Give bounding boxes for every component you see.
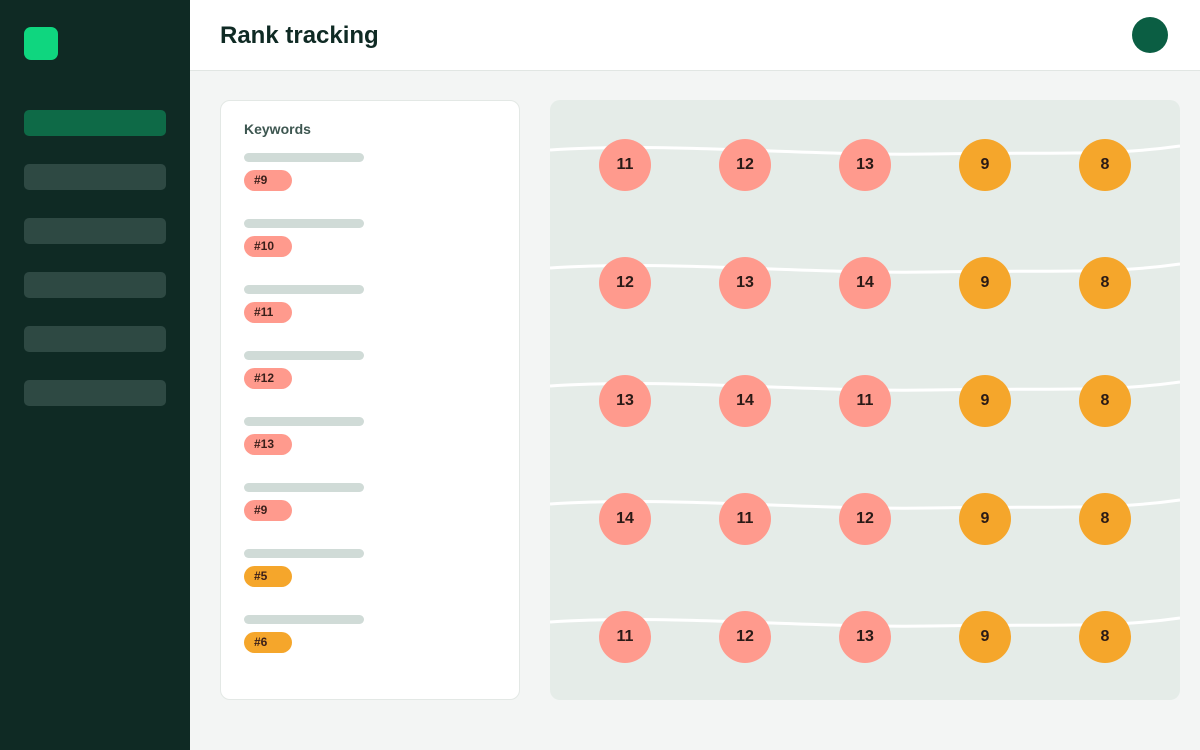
keyword-rank-badge: #12 xyxy=(244,368,292,389)
keyword-rank-badge: #9 xyxy=(244,500,292,521)
rank-grid-cell[interactable]: 13 xyxy=(839,139,891,191)
rank-grid-map: 11 12 13 9 8 12 13 14 9 8 13 14 11 9 8 14 11 12 9 8 11 12 13 9 8 xyxy=(550,100,1180,700)
keyword-name-placeholder xyxy=(244,153,364,162)
keyword-name-placeholder xyxy=(244,615,364,624)
rank-grid-cell[interactable]: 8 xyxy=(1079,139,1131,191)
keyword-name-placeholder xyxy=(244,285,364,294)
keyword-rank-badge: #13 xyxy=(244,434,292,455)
rank-grid-cell[interactable]: 13 xyxy=(839,611,891,663)
rank-grid-cell[interactable]: 9 xyxy=(959,375,1011,427)
user-avatar[interactable] xyxy=(1132,17,1168,53)
sidebar-nav-item[interactable] xyxy=(24,218,166,244)
app-logo[interactable] xyxy=(24,27,58,60)
rank-grid-cell[interactable]: 9 xyxy=(959,493,1011,545)
keyword-name-placeholder xyxy=(244,483,364,492)
rank-grid-cell[interactable]: 9 xyxy=(959,257,1011,309)
keyword-name-placeholder xyxy=(244,219,364,228)
rank-grid-cell[interactable]: 13 xyxy=(719,257,771,309)
keyword-rank-badge: #11 xyxy=(244,302,292,323)
rank-grid-cell[interactable]: 9 xyxy=(959,139,1011,191)
rank-grid-cell[interactable]: 11 xyxy=(599,139,651,191)
rank-grid-cell[interactable]: 14 xyxy=(599,493,651,545)
keywords-panel: Keywords #9 #10 #11 #12 #13 #9 #5 #6 xyxy=(220,100,520,700)
sidebar xyxy=(0,0,190,750)
rank-grid-cell[interactable]: 13 xyxy=(599,375,651,427)
rank-grid-cell[interactable]: 8 xyxy=(1079,375,1131,427)
keyword-rank-badge: #6 xyxy=(244,632,292,653)
rank-grid-cell[interactable]: 12 xyxy=(839,493,891,545)
rank-grid-cell[interactable]: 14 xyxy=(839,257,891,309)
keyword-rank-badge: #10 xyxy=(244,236,292,257)
header: Rank tracking xyxy=(190,0,1200,71)
keyword-rank-badge: #5 xyxy=(244,566,292,587)
keywords-heading: Keywords xyxy=(244,121,311,137)
sidebar-nav-item[interactable] xyxy=(24,326,166,352)
keyword-name-placeholder xyxy=(244,351,364,360)
sidebar-nav-item[interactable] xyxy=(24,110,166,136)
rank-grid-cell[interactable]: 12 xyxy=(719,611,771,663)
rank-grid-cell[interactable]: 12 xyxy=(719,139,771,191)
sidebar-nav-item[interactable] xyxy=(24,380,166,406)
rank-grid-cell[interactable]: 12 xyxy=(599,257,651,309)
rank-grid-cell[interactable]: 11 xyxy=(719,493,771,545)
rank-grid-cell[interactable]: 14 xyxy=(719,375,771,427)
page-title: Rank tracking xyxy=(220,22,379,49)
keyword-rank-badge: #9 xyxy=(244,170,292,191)
rank-grid-cell[interactable]: 11 xyxy=(599,611,651,663)
rank-grid-cell[interactable]: 8 xyxy=(1079,257,1131,309)
keyword-name-placeholder xyxy=(244,549,364,558)
sidebar-nav-item[interactable] xyxy=(24,164,166,190)
sidebar-nav-item[interactable] xyxy=(24,272,166,298)
keyword-name-placeholder xyxy=(244,417,364,426)
rank-grid-cell[interactable]: 8 xyxy=(1079,611,1131,663)
rank-grid-cell[interactable]: 8 xyxy=(1079,493,1131,545)
rank-grid-cell[interactable]: 9 xyxy=(959,611,1011,663)
rank-grid-cell[interactable]: 11 xyxy=(839,375,891,427)
